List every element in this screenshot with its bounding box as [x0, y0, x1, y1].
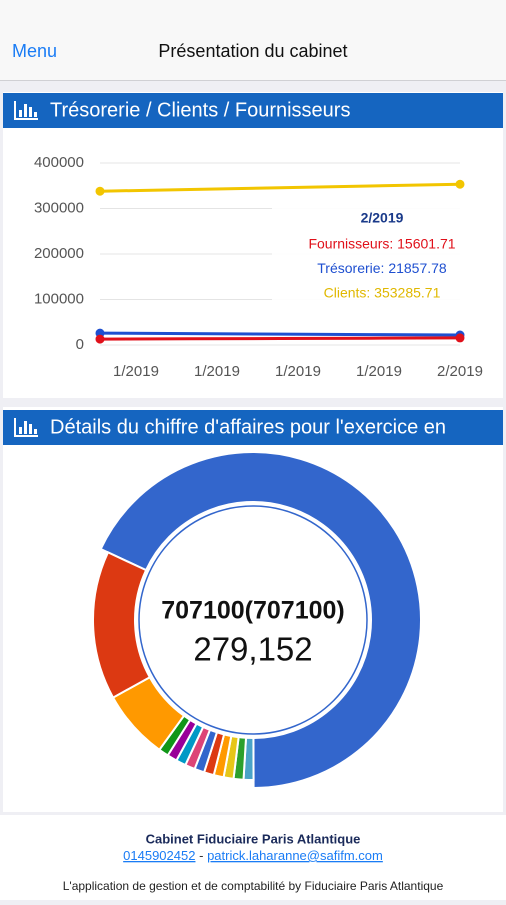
tooltip [272, 204, 468, 306]
separator: - [199, 848, 203, 863]
x-tick-label: 1/2019 [194, 363, 240, 380]
y-tick-label: 0 [76, 336, 84, 353]
x-tick-label: 1/2019 [356, 363, 402, 380]
footer-company: Cabinet Fiduciaire Paris Atlantique [146, 831, 361, 846]
x-tick-label: 2/2019 [437, 363, 483, 380]
y-tick-label: 200000 [34, 245, 84, 262]
nav-title: Présentation du cabinet [158, 41, 347, 61]
nav-bar [0, 0, 506, 80]
y-tick-label: 300000 [34, 199, 84, 216]
card-title: Détails du chiffre d'affaires pour l'exe… [50, 416, 446, 438]
card-header [3, 410, 503, 445]
point [455, 179, 465, 189]
tooltip-title: 2/2019 [361, 210, 404, 226]
y-tick-label: 100000 [34, 290, 84, 307]
footer [0, 815, 506, 900]
series-line [99, 331, 461, 337]
center-value: 279,152 [193, 631, 312, 668]
x-tick-label: 1/2019 [113, 363, 159, 380]
slice [92, 551, 152, 699]
email-link[interactable]: patrick.laharanne@safifm.com [207, 848, 383, 863]
point [95, 186, 105, 196]
tooltip-item: Clients: 353285.71 [324, 285, 441, 301]
point [95, 334, 105, 344]
tooltip-item: Fournisseurs: 15601.71 [308, 236, 455, 252]
card-title: Trésorerie / Clients / Fournisseurs [50, 99, 350, 121]
card-header [3, 93, 503, 128]
phone-link[interactable]: 0145902452 [123, 848, 195, 863]
chart-icon [14, 101, 38, 120]
footer-contact: 0145902452 - patrick.laharanne@safifm.co… [123, 848, 383, 863]
series-line [99, 336, 461, 341]
x-tick-label: 1/2019 [275, 363, 321, 380]
y-tick-label: 400000 [34, 154, 84, 171]
center-title: 707100(707100) [161, 597, 345, 625]
point [455, 333, 465, 343]
inner-ring [138, 505, 368, 735]
chart-icon [14, 418, 38, 437]
menu-button[interactable]: Menu [12, 41, 57, 61]
slice [99, 451, 422, 790]
tooltip-item: Trésorerie: 21857.78 [317, 260, 447, 276]
footer-credit: L'application de gestion et de comptabil… [63, 879, 444, 893]
series-line [99, 182, 461, 193]
